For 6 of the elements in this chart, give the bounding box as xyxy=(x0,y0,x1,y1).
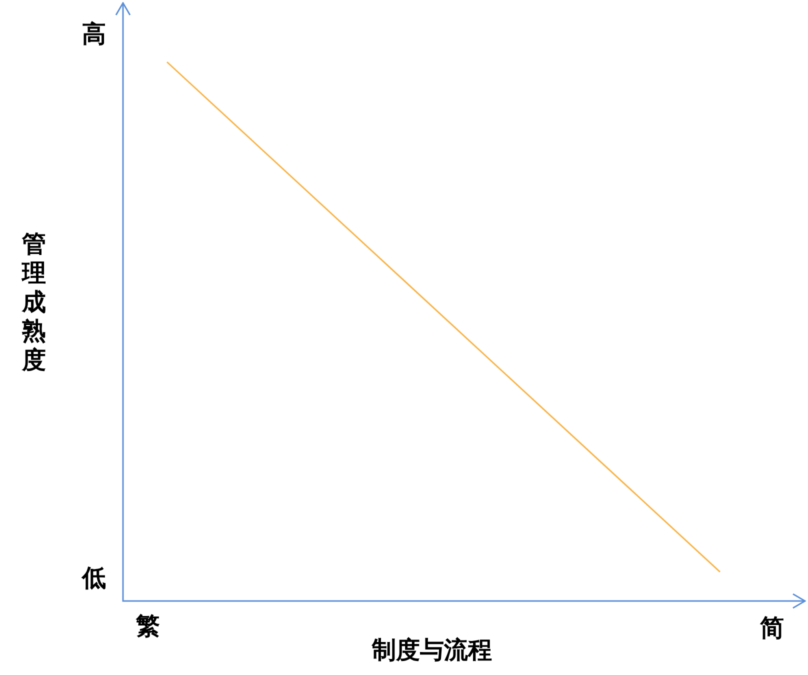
text: 繁 xyxy=(136,612,160,640)
text: 简 xyxy=(760,614,784,642)
x-axis-title: 制度与流程 xyxy=(372,636,492,664)
text: 低 xyxy=(82,564,106,592)
text: 高 xyxy=(82,20,106,48)
y-axis-title: 管理成熟度 xyxy=(20,230,47,375)
